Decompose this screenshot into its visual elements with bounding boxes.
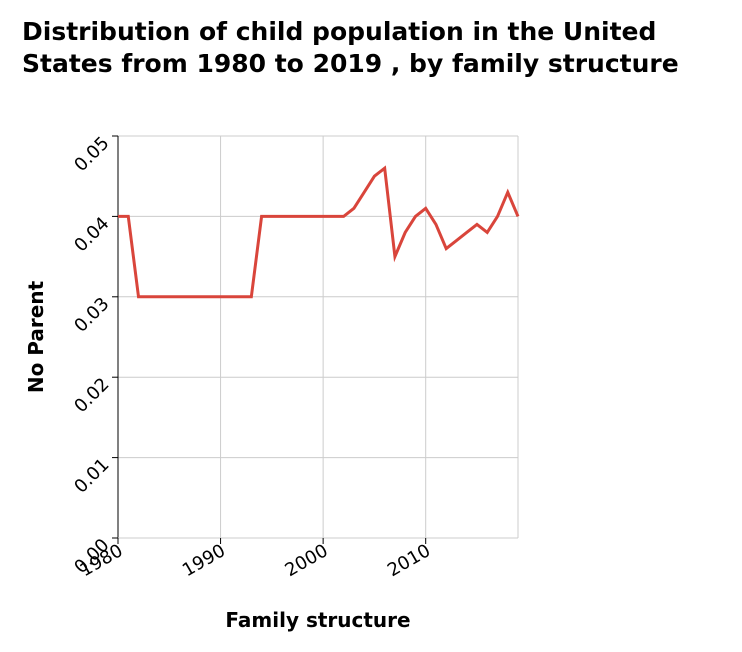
y-tick-label: 0.03 (70, 293, 113, 336)
x-tick-label: 2010 (384, 540, 434, 581)
y-tick-label: 0.01 (70, 454, 113, 497)
grid (117, 135, 519, 539)
x-tick-label: 1990 (179, 540, 229, 581)
y-tick-label: 0.04 (70, 213, 113, 256)
series-line (118, 165, 520, 299)
series-group (117, 165, 520, 299)
chart-title: Distribution of child population in the … (22, 17, 679, 78)
x-axis-title: Family structure (225, 608, 410, 632)
y-axis-title: No Parent (24, 280, 48, 393)
x-tick-label: 2000 (281, 540, 331, 581)
y-tick-label: 0.05 (70, 133, 113, 176)
y-tick-label: 0.02 (70, 374, 113, 417)
